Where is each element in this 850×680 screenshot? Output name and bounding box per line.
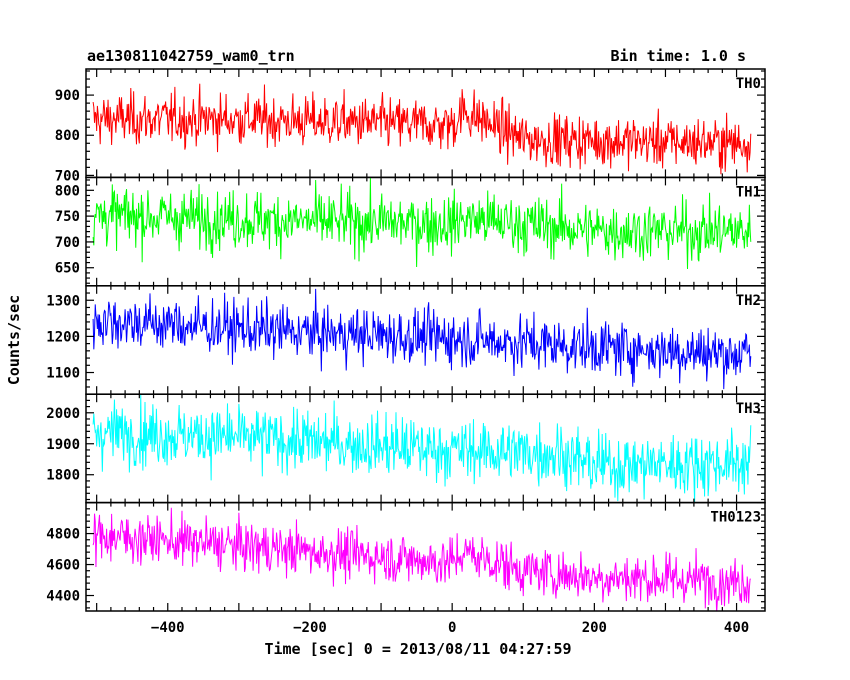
y-tick-label: 700: [55, 168, 80, 184]
y-tick-label: 700: [55, 235, 80, 251]
y-tick-label: 1300: [46, 293, 80, 309]
series-th3: [92, 394, 752, 503]
panel-label: TH0: [736, 76, 761, 92]
y-tick-label: 2000: [46, 406, 80, 422]
panel-th0: 700 800 900 TH0: [55, 68, 766, 184]
series-th1: [92, 177, 752, 270]
panel-label: TH1: [736, 184, 761, 200]
y-tick-label: 4400: [46, 589, 80, 605]
y-tick-label: 1100: [46, 366, 80, 382]
y-tick-label: 900: [55, 88, 80, 104]
x-axis-label: Time [sec] 0 = 2013/08/11 04:27:59: [264, 640, 571, 658]
y-tick-label: 1900: [46, 437, 80, 453]
y-tick-label: 750: [55, 209, 80, 225]
y-axis-label: Counts/sec: [5, 295, 23, 385]
panel-frame: [85, 285, 766, 395]
x-tick-label: 0: [448, 620, 456, 636]
series-th0123: [92, 507, 751, 612]
panel-frame: [85, 176, 766, 287]
panel-th0123: 4400 4600 4800 TH0123: [46, 501, 766, 612]
y-tick-label: 1200: [46, 329, 80, 345]
x-tick-label: −200: [293, 620, 327, 636]
y-tick-label: 4800: [46, 527, 80, 543]
y-tick-label: 800: [55, 183, 80, 199]
series-th0: [92, 83, 752, 175]
x-tick-label: −400: [151, 620, 185, 636]
panel-label: TH2: [736, 293, 761, 309]
panel-label: TH0123: [710, 510, 761, 526]
panel-frame: [85, 501, 766, 612]
chart-title: ae130811042759_wam0_trn: [87, 47, 295, 65]
panel-th3: 1800 1900 2000 TH3: [46, 393, 766, 504]
panel-th1: 650 700 750 800 TH1: [55, 176, 766, 287]
y-tick-label: 1800: [46, 468, 80, 484]
y-tick-label: 650: [55, 261, 80, 277]
x-tick-label: 200: [582, 620, 607, 636]
series-th2: [92, 288, 752, 390]
panel-th2: 1100 1200 1300 TH2: [46, 285, 766, 395]
y-tick-label: 4600: [46, 558, 80, 574]
x-tick-label: 400: [724, 620, 749, 636]
x-axis: −400 −200 0 200 400: [151, 620, 749, 636]
y-tick-label: 800: [55, 128, 80, 144]
bin-time-label: Bin time: 1.0 s: [611, 47, 746, 65]
panel-label: TH3: [736, 401, 761, 417]
